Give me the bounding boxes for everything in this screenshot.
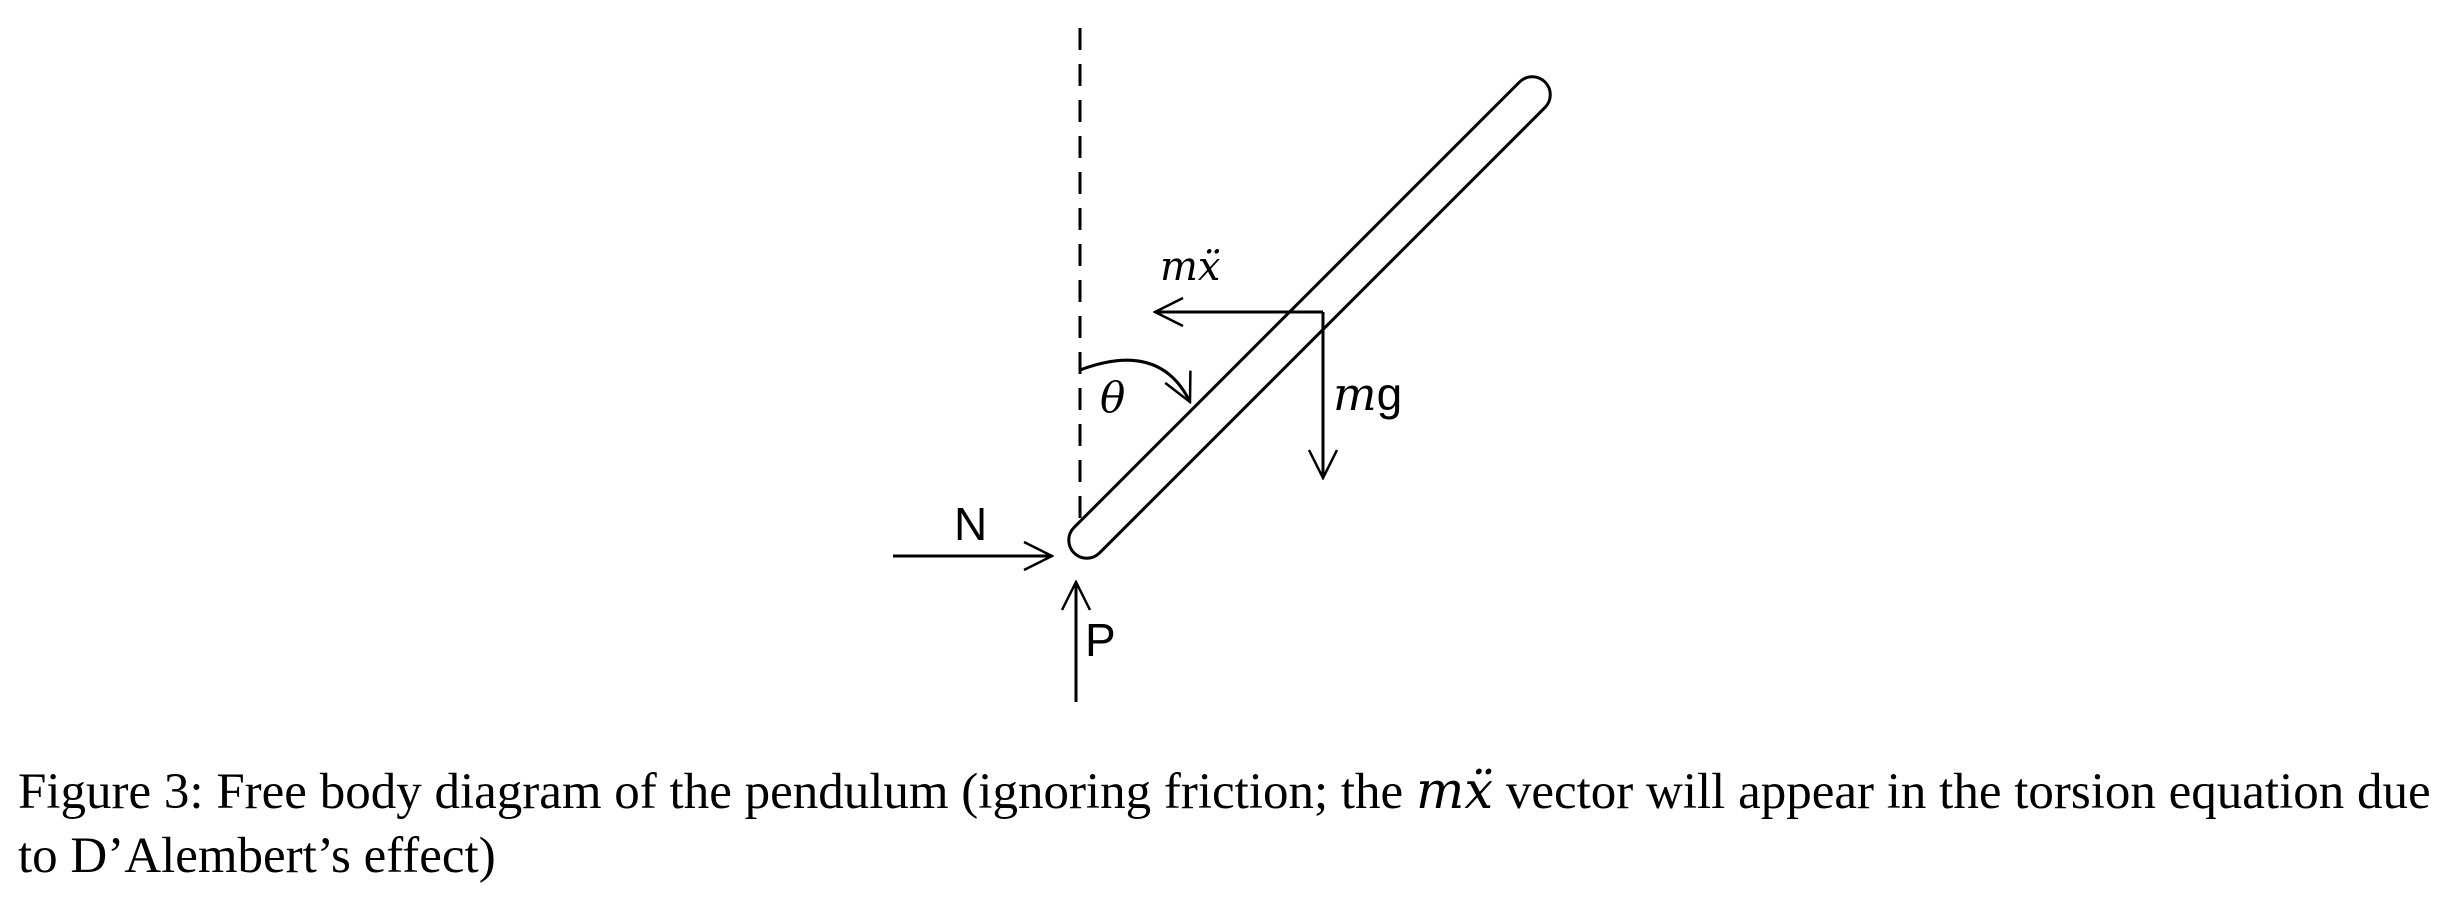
normal-force-label: N (954, 498, 987, 550)
theta-label: θ (1100, 373, 1125, 422)
caption-lead: Figure 3: Free body diagram of the pendu… (18, 764, 1416, 820)
caption-math: mẍ (1415, 762, 1494, 821)
pendulum-rod (1067, 75, 1552, 560)
theta-arc (1079, 358, 1190, 402)
inertial-force-label: mẍ (1160, 244, 1221, 290)
gravity-force-label: mg (1333, 367, 1402, 421)
pivot-force-label: P (1085, 614, 1116, 666)
figure-caption: Figure 3: Free body diagram of the pendu… (18, 760, 2448, 888)
caption-tail: vector will appear in the torsion equati… (18, 764, 2431, 884)
